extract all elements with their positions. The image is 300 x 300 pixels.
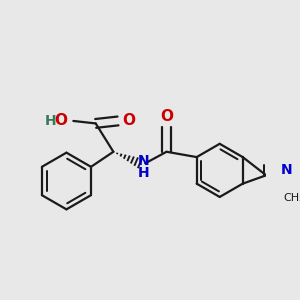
Text: O: O [122,113,135,128]
Text: O: O [54,113,68,128]
Text: N: N [281,164,293,177]
Text: N: N [138,154,149,168]
Text: H: H [44,114,56,128]
Text: CH₃: CH₃ [284,193,300,203]
Text: H: H [138,166,149,180]
Text: O: O [160,109,173,124]
